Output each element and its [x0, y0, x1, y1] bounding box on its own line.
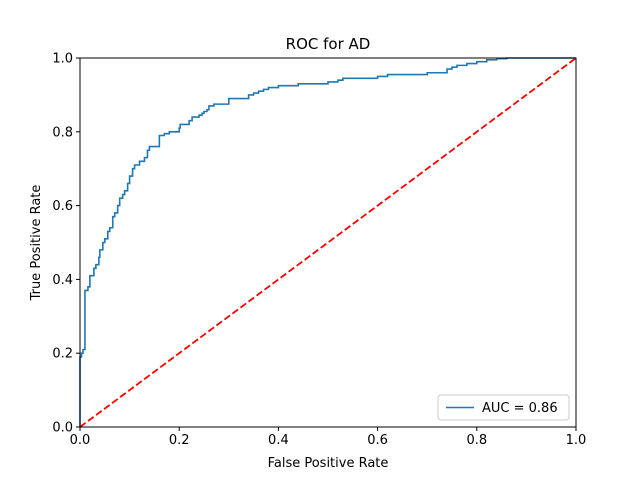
legend-box	[437, 394, 570, 421]
legend: AUC = 0.86	[437, 394, 570, 421]
x-tick-label: 0.4	[268, 433, 289, 448]
plot-frame	[79, 57, 577, 428]
chart-title: ROC for AD	[286, 35, 371, 53]
y-tick-label: 0.0	[52, 421, 73, 436]
y-tick-label: 1.0	[52, 52, 73, 67]
x-tick-label: 0.6	[367, 433, 388, 448]
y-axis-label: True Positive Rate	[29, 185, 44, 302]
chance-diagonal-line	[79, 57, 577, 428]
roc-curve-line	[79, 57, 576, 427]
series-layer	[79, 57, 577, 428]
x-tick-label: 0.8	[466, 433, 487, 448]
y-tick-label: 0.4	[52, 273, 73, 288]
y-tick-label: 0.6	[52, 199, 73, 214]
y-axis-ticks: 0.0 0.2 0.4 0.6 0.8 1.0	[52, 52, 80, 436]
x-tick-label: 1.0	[566, 433, 587, 448]
y-tick-label: 0.2	[52, 347, 73, 362]
legend-label: AUC = 0.86	[482, 401, 558, 416]
x-axis-ticks: 0.0 0.2 0.4 0.6 0.8 1.0	[70, 427, 587, 448]
x-axis-label: False Positive Rate	[268, 456, 389, 471]
x-tick-label: 0.2	[169, 433, 190, 448]
y-tick-label: 0.8	[52, 125, 73, 140]
x-tick-label: 0.0	[70, 433, 91, 448]
